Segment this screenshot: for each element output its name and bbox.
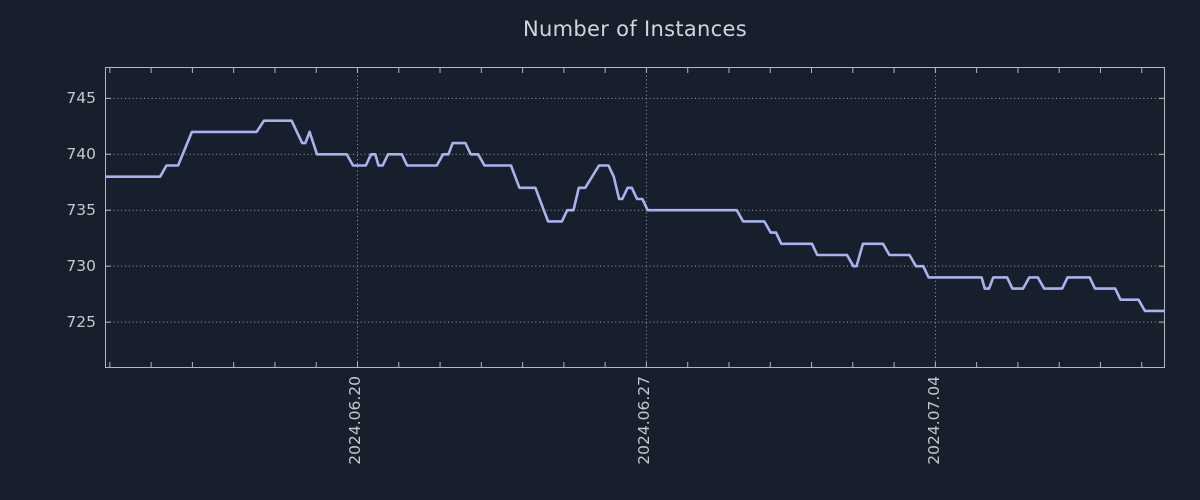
chart-title: Number of Instances [523, 17, 747, 41]
y-tick-label: 745 [66, 89, 96, 108]
series-line-instances [105, 119, 1165, 313]
y-tick-label: 730 [66, 257, 96, 276]
x-tick-label: 2024.06.20 [346, 376, 365, 465]
plot-border [105, 67, 1165, 368]
y-tick-label: 735 [66, 201, 96, 220]
y-tick-label: 725 [66, 313, 96, 332]
plot-area [105, 67, 1165, 368]
y-tick-label: 740 [66, 145, 96, 164]
x-tick-label: 2024.06.27 [635, 376, 654, 465]
x-tick-label: 2024.07.04 [924, 376, 943, 465]
